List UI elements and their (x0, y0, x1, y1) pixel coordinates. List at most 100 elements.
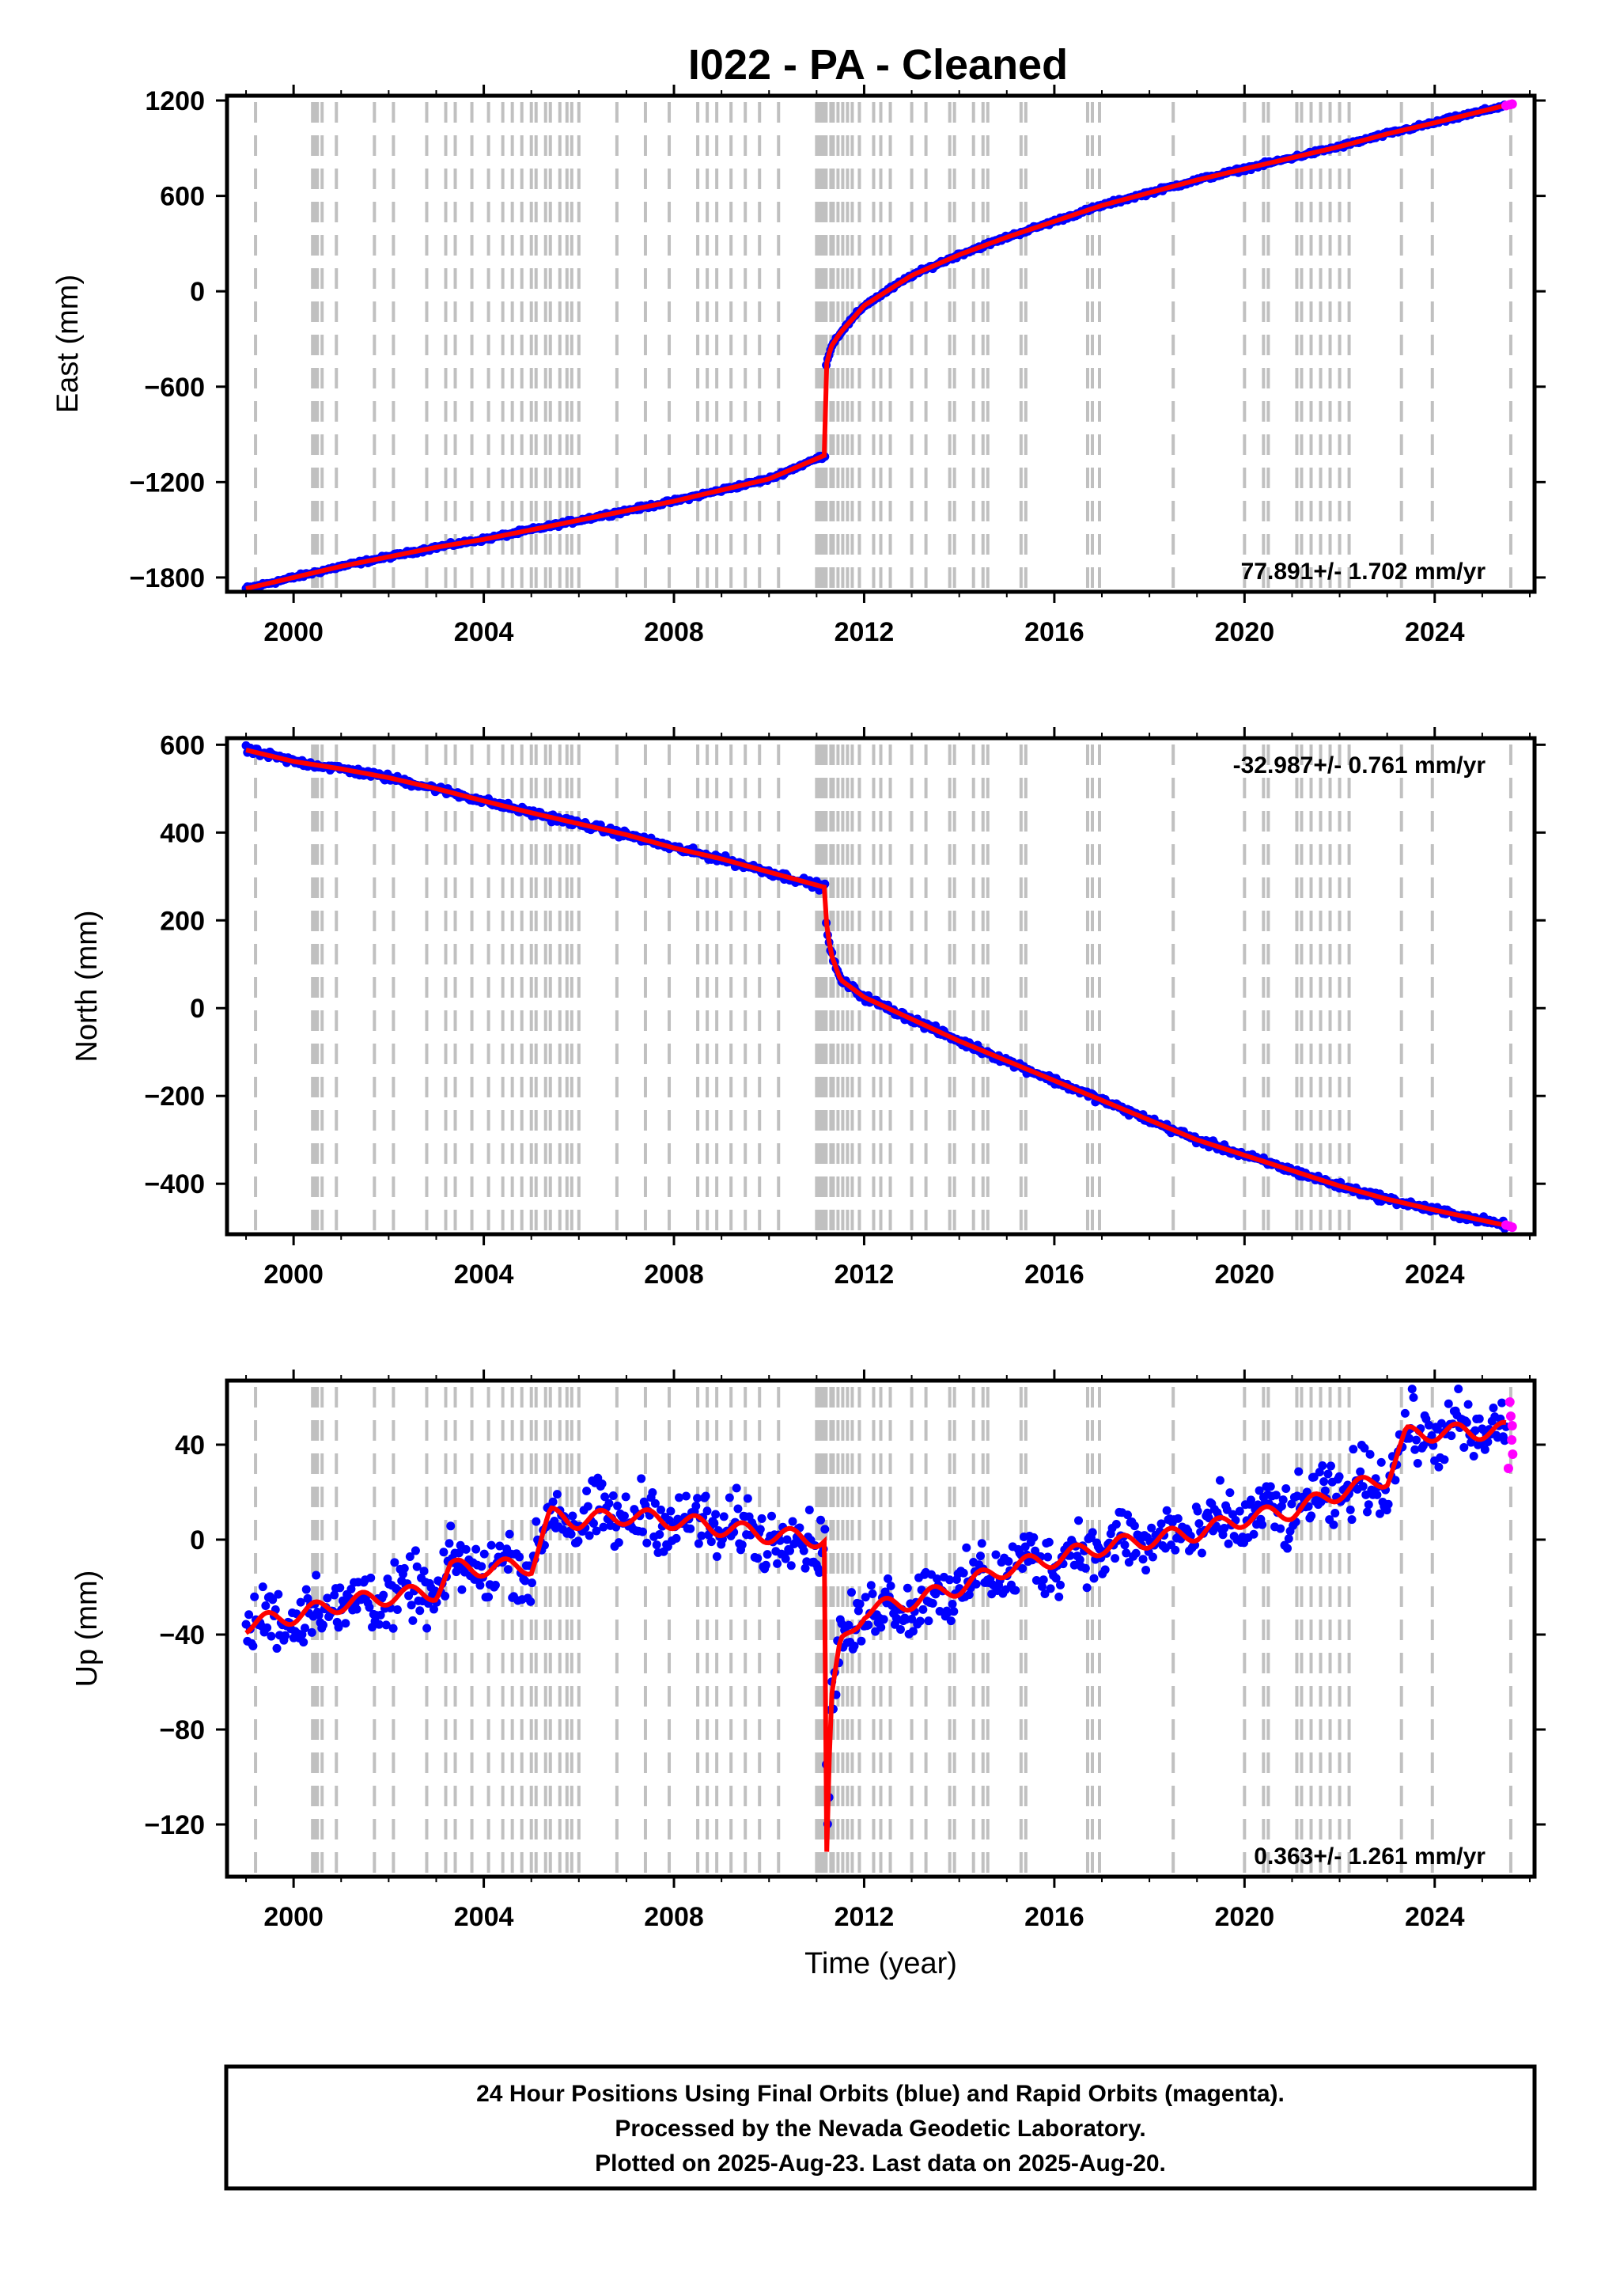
footer-line-2: Processed by the Nevada Geodetic Laborat… (615, 2116, 1145, 2142)
final-orbit-point (1283, 1544, 1293, 1553)
y-tick-label: −80 (159, 1715, 205, 1745)
event-lines (254, 744, 1512, 1234)
x-tick-label: 2016 (1024, 1902, 1084, 1932)
final-orbit-point (1467, 1438, 1476, 1447)
final-orbit-point (1454, 1385, 1463, 1394)
x-tick-label: 2016 (1024, 617, 1084, 647)
final-orbit-point (1462, 1418, 1471, 1427)
final-orbit-point (261, 1601, 271, 1611)
final-orbit-point (1375, 1509, 1384, 1518)
final-orbit-point (408, 1616, 418, 1625)
final-orbit-point (1365, 1449, 1375, 1459)
final-orbit-point (1427, 1430, 1436, 1440)
final-orbit-point (330, 1590, 339, 1600)
final-orbit-point (879, 1615, 888, 1624)
x-tick-label: 2012 (835, 1902, 895, 1932)
final-orbit-point (1364, 1500, 1373, 1510)
final-orbit-point (1031, 1575, 1041, 1585)
final-orbit-point (712, 1552, 721, 1561)
final-orbit-point (299, 1638, 308, 1647)
final-orbit-point (1054, 1592, 1064, 1601)
final-orbit-point (1319, 1477, 1329, 1487)
panel-frame (225, 1378, 1537, 1879)
final-orbit-point (1480, 1445, 1489, 1454)
y-tick-label: 40 (175, 1430, 205, 1461)
final-orbit-point (573, 1536, 583, 1546)
final-orbit-point (1089, 1574, 1099, 1583)
final-orbit-point (412, 1562, 422, 1571)
footer-frame (224, 2064, 1537, 2191)
rapid-orbit-point (1508, 1449, 1518, 1459)
final-orbit-point (686, 1524, 695, 1533)
final-orbit-point (1356, 1467, 1365, 1476)
final-orbit-point (964, 1590, 974, 1600)
y-tick-label: 0 (190, 994, 205, 1024)
final-orbit-point (323, 1593, 332, 1603)
final-orbit-point (296, 1597, 305, 1607)
x-tick-label: 2004 (454, 617, 514, 647)
final-orbit-point (1173, 1514, 1183, 1523)
final-orbit-point (300, 1623, 309, 1633)
final-orbit-point (263, 1623, 272, 1632)
final-orbit-point (552, 1490, 562, 1499)
final-orbit-point (484, 1593, 494, 1602)
final-orbit-point (301, 1585, 311, 1594)
final-orbit-point (1434, 1462, 1444, 1472)
final-orbit-point (737, 1540, 747, 1550)
final-orbit-point (376, 1610, 385, 1620)
final-orbit-point (486, 1540, 496, 1550)
final-orbit-point (786, 1561, 796, 1570)
final-orbit-point (753, 1554, 763, 1563)
final-orbit-point (1122, 1548, 1131, 1558)
final-orbit-point (244, 1610, 254, 1620)
final-orbit-point (1074, 1516, 1084, 1525)
final-orbit-point (1405, 1434, 1414, 1443)
final-orbit-point (815, 1568, 824, 1578)
final-orbit-point (886, 1582, 895, 1591)
final-orbit-point (341, 1619, 350, 1628)
final-orbit-point (526, 1597, 536, 1606)
final-orbit-point (782, 1535, 792, 1544)
final-orbit-point (268, 1595, 278, 1605)
final-orbit-point (250, 1592, 259, 1601)
final-orbit-point (267, 1631, 276, 1641)
final-orbit-point (1082, 1583, 1092, 1593)
final-orbit-point (307, 1627, 316, 1637)
final-orbit-point (1218, 1530, 1228, 1540)
final-orbit-point (441, 1591, 450, 1601)
final-orbit-point (915, 1616, 925, 1626)
final-orbit-point (600, 1492, 610, 1502)
final-orbit-point (655, 1529, 664, 1539)
final-orbit-point (1162, 1506, 1171, 1515)
final-orbit-point (781, 1554, 790, 1563)
final-orbit-point (657, 1505, 666, 1514)
final-orbit-point (638, 1527, 647, 1536)
final-orbit-point (422, 1623, 432, 1633)
final-orbit-point (608, 1491, 618, 1500)
final-orbit-point (388, 1623, 398, 1633)
x-tick-label: 2016 (1024, 1260, 1084, 1290)
final-orbit-point (1075, 1555, 1084, 1565)
final-orbit-point (1141, 1566, 1151, 1575)
final-orbit-point (248, 1642, 258, 1651)
x-tick-label: 2024 (1405, 1902, 1465, 1932)
y-tick-label: −40 (159, 1620, 205, 1650)
final-orbit-point (672, 1533, 681, 1543)
final-orbit-point (471, 1544, 481, 1554)
final-orbit-point (691, 1501, 701, 1510)
final-orbit-point (446, 1521, 456, 1531)
final-orbit-point (1040, 1589, 1050, 1598)
final-orbit-point (1347, 1515, 1357, 1525)
final-orbit-point (1043, 1552, 1053, 1562)
x-tick-label: 2020 (1215, 1260, 1275, 1290)
final-orbit-point (479, 1549, 489, 1559)
rapid-orbit-point (1503, 1464, 1513, 1473)
x-tick-label: 2024 (1405, 1260, 1465, 1290)
final-orbit-point (1383, 1499, 1393, 1509)
final-orbit-point (1253, 1500, 1262, 1510)
final-orbit-point (429, 1605, 438, 1614)
y-tick-label: 1200 (145, 86, 205, 116)
final-orbit-point (1046, 1584, 1055, 1593)
final-orbit-point (773, 1559, 782, 1568)
